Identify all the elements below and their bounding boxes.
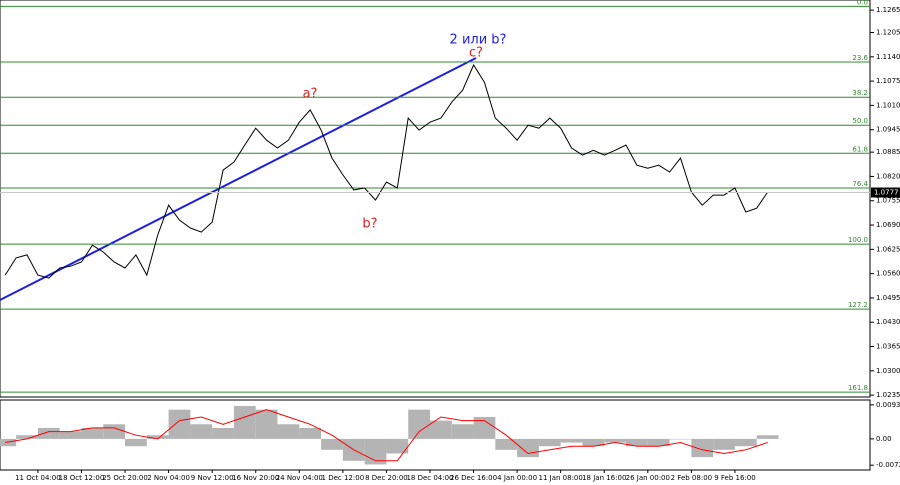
- x-tick-label: 4 Jan 00:00: [497, 474, 537, 482]
- histogram-bar: [495, 438, 518, 450]
- histogram-bar: [212, 427, 234, 439]
- wave-label: 2 или b?: [450, 33, 507, 48]
- histogram-bar: [168, 409, 191, 439]
- fibo-level-label: 127.2: [848, 301, 868, 309]
- y-tick-label: 0.00: [876, 435, 892, 443]
- fibo-level-label: 23.6: [852, 54, 868, 62]
- y-tick-label: -0.0072: [876, 461, 900, 469]
- wave-label: a?: [303, 87, 318, 102]
- histogram-bar: [517, 438, 539, 458]
- histogram-bar: [582, 438, 605, 447]
- histogram-bar: [734, 438, 757, 447]
- y-tick-label: 1.1265: [876, 6, 900, 14]
- y-tick-label: 1.0300: [876, 367, 900, 375]
- histogram-bar: [103, 424, 126, 439]
- histogram-bar: [59, 431, 82, 439]
- fibo-level-label: 100.0: [848, 236, 868, 244]
- y-tick-label: 0.00932: [876, 401, 900, 409]
- y-tick-label: 1.0885: [876, 148, 900, 156]
- y-tick-label: 1.1010: [876, 101, 900, 109]
- y-tick-label: 1.0495: [876, 294, 900, 302]
- fibo-level-label: 61.8: [852, 145, 868, 153]
- y-tick-label: 1.1075: [876, 77, 900, 85]
- y-tick-label: 1.0235: [876, 391, 900, 399]
- x-tick-label: 18 Oct 12:00: [59, 474, 105, 482]
- x-tick-label: 26 Jan 00:00: [626, 474, 670, 482]
- y-tick-label: 1.1205: [876, 29, 900, 37]
- y-tick-label: 1.0945: [876, 126, 900, 134]
- histogram-bar: [408, 409, 430, 439]
- x-tick-label: 16 Nov 20:00: [232, 474, 279, 482]
- histogram-bar: [713, 438, 735, 450]
- y-tick-label: 1.1140: [876, 53, 900, 61]
- x-tick-label: 9 Feb 16:00: [714, 474, 755, 482]
- trend-line: [0, 57, 477, 301]
- histogram-bar: [16, 435, 38, 439]
- x-tick-label: 26 Dec 16:00: [450, 474, 497, 482]
- last-price-box: [871, 187, 900, 198]
- x-tick-label: 18 Dec 04:00: [406, 474, 453, 482]
- histogram-bar: [255, 409, 278, 439]
- price-line: [4, 63, 769, 279]
- fibo-level-label: 161.8: [848, 384, 868, 392]
- y-tick-label: 1.0820: [876, 172, 900, 180]
- fibo-level-label: 76.4: [852, 180, 868, 188]
- histogram-bar: [146, 435, 169, 439]
- histogram-bar: [233, 406, 256, 439]
- histogram-bar: [429, 420, 452, 439]
- y-tick-label: 1.0430: [876, 318, 900, 326]
- histogram-bar: [560, 438, 583, 443]
- x-tick-label: 25 Oct 20:00: [102, 474, 148, 482]
- histogram-bar: [299, 427, 322, 439]
- histogram-bar: [538, 438, 561, 447]
- histogram-bar: [647, 438, 670, 447]
- histogram-bar: [669, 438, 692, 440]
- x-tick-label: 9 Nov 12:00: [191, 474, 234, 482]
- y-tick-label: 1.0365: [876, 343, 900, 351]
- x-tick-label: 2 Feb 08:00: [671, 474, 712, 482]
- histogram-bar: [321, 438, 343, 450]
- wave-label: b?: [362, 217, 377, 232]
- y-tick-label: 1.0690: [876, 221, 900, 229]
- histogram-bar: [125, 438, 147, 447]
- histogram-bar: [277, 424, 300, 439]
- y-tick-label: 1.0625: [876, 245, 900, 253]
- histogram-bar: [190, 424, 213, 439]
- fibo-level-label: 0.0: [857, 0, 868, 6]
- histogram-bar: [756, 435, 779, 439]
- histogram-bar: [0, 438, 17, 447]
- x-tick-label: 24 Nov 04:00: [276, 474, 323, 482]
- histogram-bar: [626, 438, 648, 447]
- fibo-level-label: 38.2: [852, 89, 868, 97]
- histogram-bar: [81, 427, 104, 439]
- histogram-bar: [37, 427, 60, 439]
- last-price-label: 1.0777: [874, 189, 899, 197]
- x-tick-label: 8 Dec 20:00: [365, 474, 408, 482]
- signal-line: [5, 409, 768, 462]
- x-tick-label: 11 Jan 08:00: [539, 474, 583, 482]
- y-tick-label: 1.0755: [876, 197, 900, 205]
- oscillator-panel-frame: [0, 399, 871, 471]
- y-tick-label: 1.0560: [876, 270, 900, 278]
- histogram-bar: [386, 438, 409, 454]
- histogram-bar: [473, 416, 496, 439]
- x-tick-label: 18 Jan 16:00: [582, 474, 626, 482]
- price-panel-frame: [0, 0, 871, 398]
- wave-label: c?: [469, 46, 483, 61]
- x-tick-label: 2 Nov 04:00: [147, 474, 190, 482]
- fibo-level-label: 50.0: [852, 117, 868, 125]
- histogram-bar: [691, 438, 714, 458]
- histogram-bar: [451, 424, 474, 439]
- x-tick-label: 1 Dec 12:00: [322, 474, 365, 482]
- x-tick-label: 11 Oct 04:00: [15, 474, 61, 482]
- histogram-bar: [604, 438, 627, 443]
